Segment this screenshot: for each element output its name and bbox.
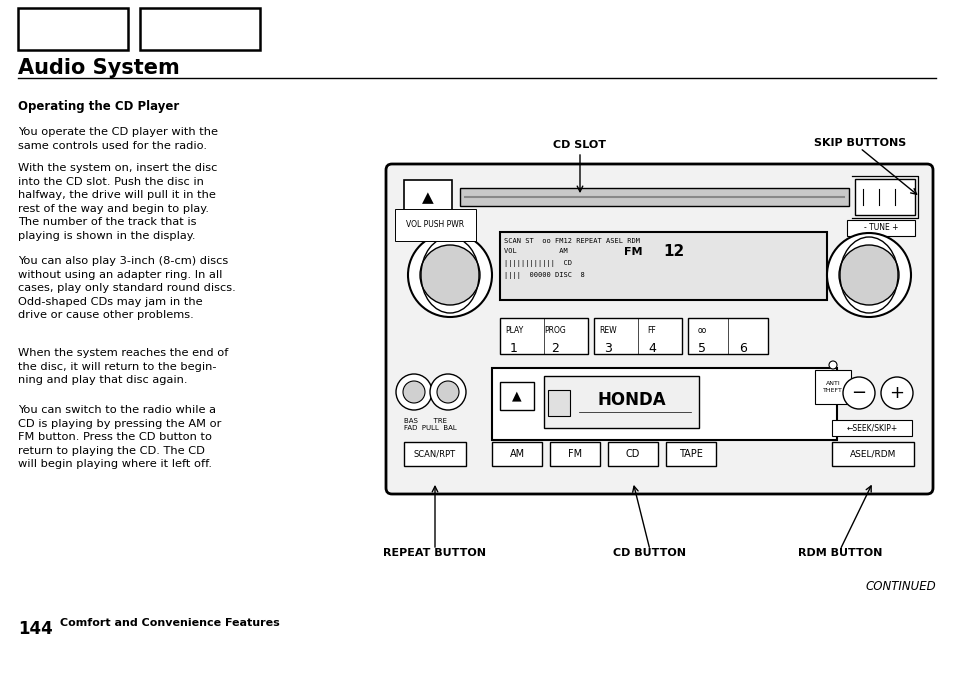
Text: - TUNE +: - TUNE + (862, 224, 898, 233)
Bar (594, 318, 681, 354)
Text: SCAN/RPT: SCAN/RPT (414, 450, 456, 458)
Bar (492, 442, 541, 466)
Bar (459, 188, 848, 206)
Bar (854, 179, 914, 215)
Text: FM: FM (623, 247, 642, 257)
Text: You can switch to the radio while a
CD is playing by pressing the AM or
FM butto: You can switch to the radio while a CD i… (18, 405, 221, 469)
Text: Comfort and Convenience Features: Comfort and Convenience Features (60, 618, 279, 628)
Bar (543, 376, 699, 428)
Text: 1: 1 (510, 342, 517, 355)
Text: ANTI
THEFT: ANTI THEFT (822, 381, 842, 392)
Bar (831, 420, 911, 436)
Text: CD SLOT: CD SLOT (553, 140, 606, 150)
Text: REPEAT BUTTON: REPEAT BUTTON (383, 548, 486, 558)
Bar (550, 442, 599, 466)
Bar (18, 8, 128, 50)
Text: 2: 2 (551, 342, 558, 355)
Text: TAPE: TAPE (679, 449, 702, 459)
Circle shape (828, 361, 836, 369)
Text: FM: FM (567, 449, 581, 459)
Circle shape (826, 233, 910, 317)
Text: With the system on, insert the disc
into the CD slot. Push the disc in
halfway, : With the system on, insert the disc into… (18, 163, 217, 241)
Bar (665, 442, 716, 466)
Text: +: + (888, 384, 903, 402)
Text: ▲: ▲ (512, 390, 521, 402)
Bar (547, 390, 569, 416)
Circle shape (436, 381, 458, 403)
Text: 5: 5 (698, 342, 705, 355)
Bar (499, 232, 826, 300)
Text: VOL PUSH PWR: VOL PUSH PWR (406, 220, 464, 230)
Text: You operate the CD player with the
same controls used for the radio.: You operate the CD player with the same … (18, 127, 218, 150)
Circle shape (408, 233, 492, 317)
Bar (831, 442, 913, 466)
Circle shape (430, 374, 465, 410)
Text: AM: AM (509, 449, 524, 459)
Text: −: − (850, 384, 865, 402)
Bar (499, 318, 587, 354)
Text: 3: 3 (603, 342, 611, 355)
Text: ||||  00000 DISC  8: |||| 00000 DISC 8 (503, 272, 584, 279)
Text: VOL          AM: VOL AM (503, 248, 567, 254)
Circle shape (402, 381, 424, 403)
Text: oo: oo (697, 326, 706, 335)
Text: CD BUTTON: CD BUTTON (613, 548, 686, 558)
Bar (607, 442, 658, 466)
Text: 12: 12 (662, 244, 684, 259)
Text: CD: CD (625, 449, 639, 459)
Bar (687, 318, 767, 354)
Text: SCAN ST  oo FM12 REPEAT ASEL RDM: SCAN ST oo FM12 REPEAT ASEL RDM (503, 238, 639, 244)
Bar (846, 220, 914, 236)
Circle shape (395, 374, 432, 410)
Text: PROG: PROG (543, 326, 565, 335)
Circle shape (842, 377, 874, 409)
Text: REW: REW (598, 326, 617, 335)
Text: SKIP BUTTONS: SKIP BUTTONS (813, 138, 905, 148)
Text: ASEL/RDM: ASEL/RDM (849, 450, 895, 458)
Text: ←SEEK/SKIP+: ←SEEK/SKIP+ (845, 423, 897, 433)
Text: FF: FF (647, 326, 656, 335)
FancyBboxPatch shape (386, 164, 932, 494)
Text: Audio System: Audio System (18, 58, 179, 78)
Bar (814, 370, 850, 404)
Text: Operating the CD Player: Operating the CD Player (18, 100, 179, 113)
Bar (492, 368, 836, 440)
Text: 4: 4 (647, 342, 656, 355)
Bar (403, 180, 452, 216)
Text: You can also play 3-inch (8-cm) discs
without using an adapter ring. In all
case: You can also play 3-inch (8-cm) discs wi… (18, 256, 235, 320)
Text: BAS       TRE
FAD  PULL  BAL: BAS TRE FAD PULL BAL (403, 418, 456, 431)
Text: HONDA: HONDA (597, 391, 665, 409)
Circle shape (419, 245, 479, 305)
Circle shape (838, 245, 898, 305)
Text: RDM BUTTON: RDM BUTTON (797, 548, 882, 558)
Text: 6: 6 (739, 342, 746, 355)
Bar (499, 382, 534, 410)
Text: PLAY: PLAY (504, 326, 522, 335)
Text: When the system reaches the end of
the disc, it will return to the begin-
ning a: When the system reaches the end of the d… (18, 348, 228, 386)
Bar (140, 8, 260, 50)
Circle shape (880, 377, 912, 409)
Text: CONTINUED: CONTINUED (864, 580, 935, 593)
Bar (403, 442, 465, 466)
Text: ▲: ▲ (421, 191, 434, 206)
Text: ||||||||||||  CD: |||||||||||| CD (503, 260, 572, 267)
Text: 144: 144 (18, 620, 52, 638)
